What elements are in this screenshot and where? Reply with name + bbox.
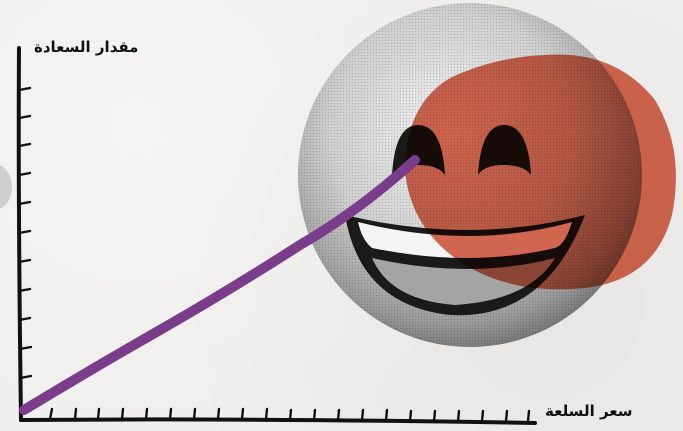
y-axis-label: مقدار السعادة xyxy=(34,38,139,56)
x-axis-ticks xyxy=(48,407,531,423)
axes xyxy=(16,46,537,425)
edge-circle-decoration xyxy=(0,165,12,209)
y-axis-ticks xyxy=(17,86,33,380)
trend-line xyxy=(19,155,420,415)
red-circle-shape xyxy=(405,54,676,290)
x-axis-label: سعر السلعة xyxy=(545,402,633,420)
